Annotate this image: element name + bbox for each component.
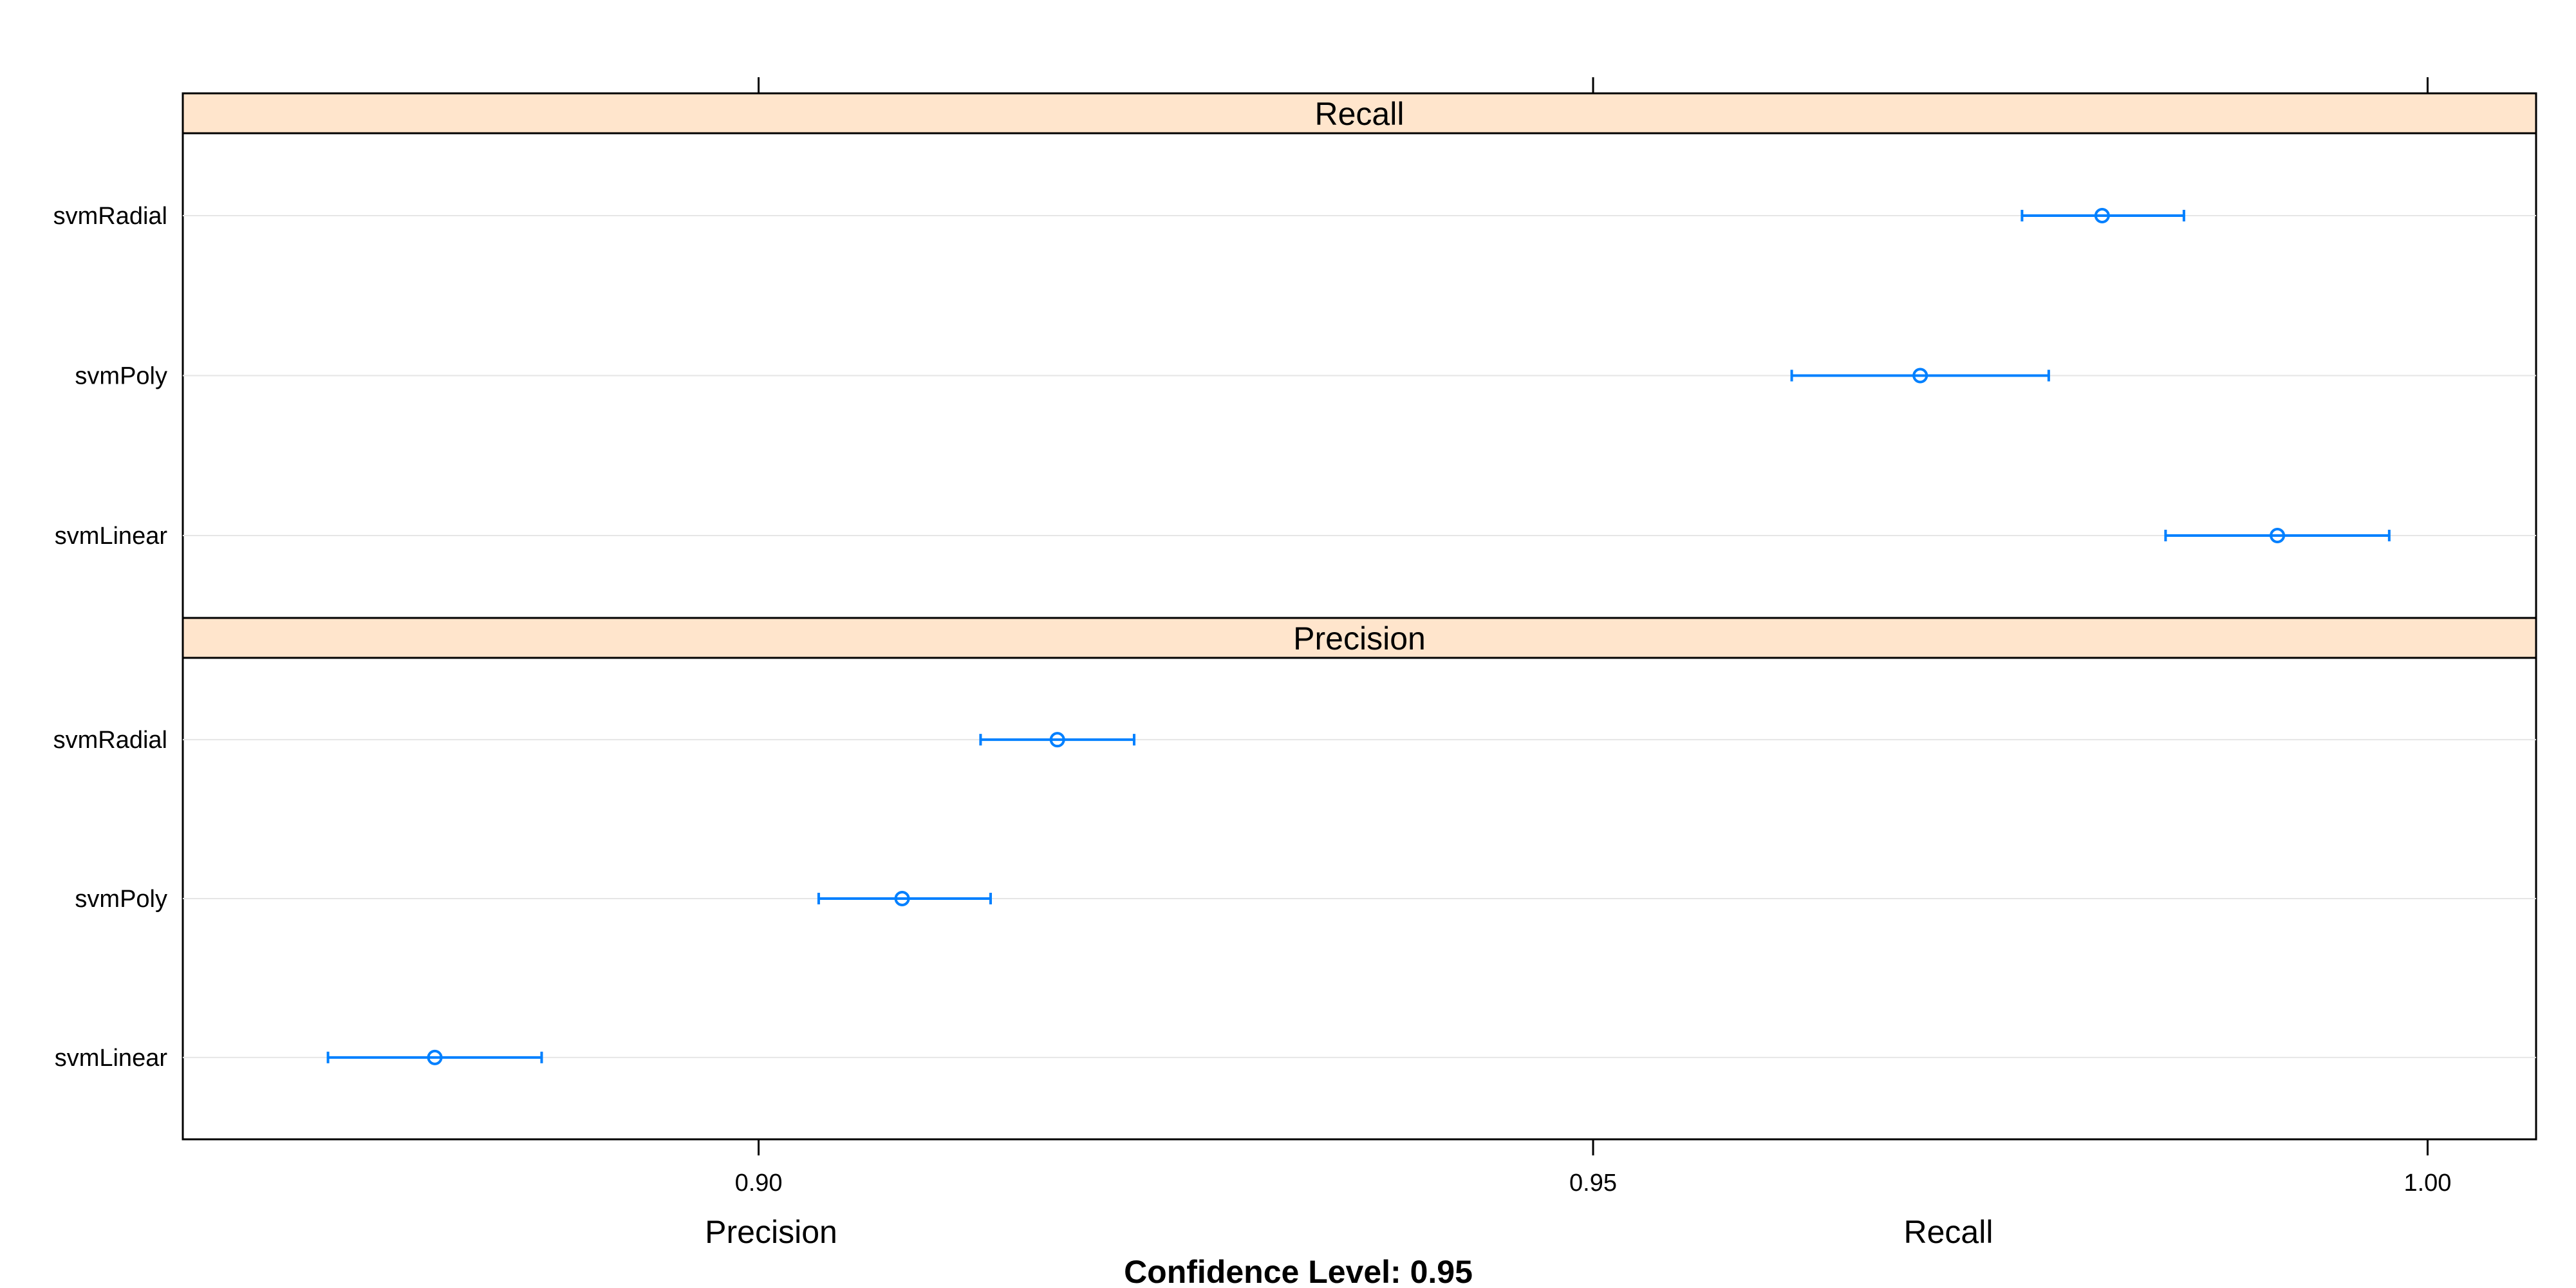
strip-precision xyxy=(182,617,2537,659)
category-label-precision-svmpoly: svmPoly xyxy=(75,886,167,913)
category-label-recall-svmlinear: svmLinear xyxy=(55,523,168,550)
point-recall-svmlinear xyxy=(2270,527,2286,543)
point-precision-svmradial xyxy=(1049,732,1065,748)
strip-label-recall: Recall xyxy=(1315,96,1405,132)
panel-rows-recall: svmRadial svmPoly svmLinear xyxy=(53,203,2536,550)
confidence-level-caption: Confidence Level: 0.95 xyxy=(1124,1254,1473,1288)
panel-rows-precision: svmRadial svmPoly svmLinear xyxy=(53,727,2536,1072)
category-label-recall-svmradial: svmRadial xyxy=(53,203,167,230)
x-label-recall: Recall xyxy=(1904,1214,1993,1250)
point-recall-svmpoly xyxy=(1912,368,1928,384)
tick-label-1-00: 1.00 xyxy=(2403,1170,2451,1197)
category-label-recall-svmpoly: svmPoly xyxy=(75,363,167,390)
point-precision-svmlinear xyxy=(427,1049,443,1065)
tick-label-0-95: 0.95 xyxy=(1569,1170,1617,1197)
category-label-precision-svmlinear: svmLinear xyxy=(55,1045,168,1072)
top-axis-ticks xyxy=(758,77,2429,93)
strip-label-precision: Precision xyxy=(1293,621,1426,657)
tick-label-0-90: 0.90 xyxy=(735,1170,783,1197)
category-label-precision-svmradial: svmRadial xyxy=(53,727,167,754)
panel-recall: Recall svmRadial svmPoly svmLinear xyxy=(53,92,2537,619)
bottom-axis-ticks: 0.90 0.95 1.00 xyxy=(735,1139,2451,1197)
x-label-precision: Precision xyxy=(705,1214,837,1250)
point-precision-svmpoly xyxy=(894,891,910,906)
point-recall-svmradial xyxy=(2094,208,2110,224)
panel-precision: Precision svmRadial svmPoly svmLinear xyxy=(53,617,2537,1141)
